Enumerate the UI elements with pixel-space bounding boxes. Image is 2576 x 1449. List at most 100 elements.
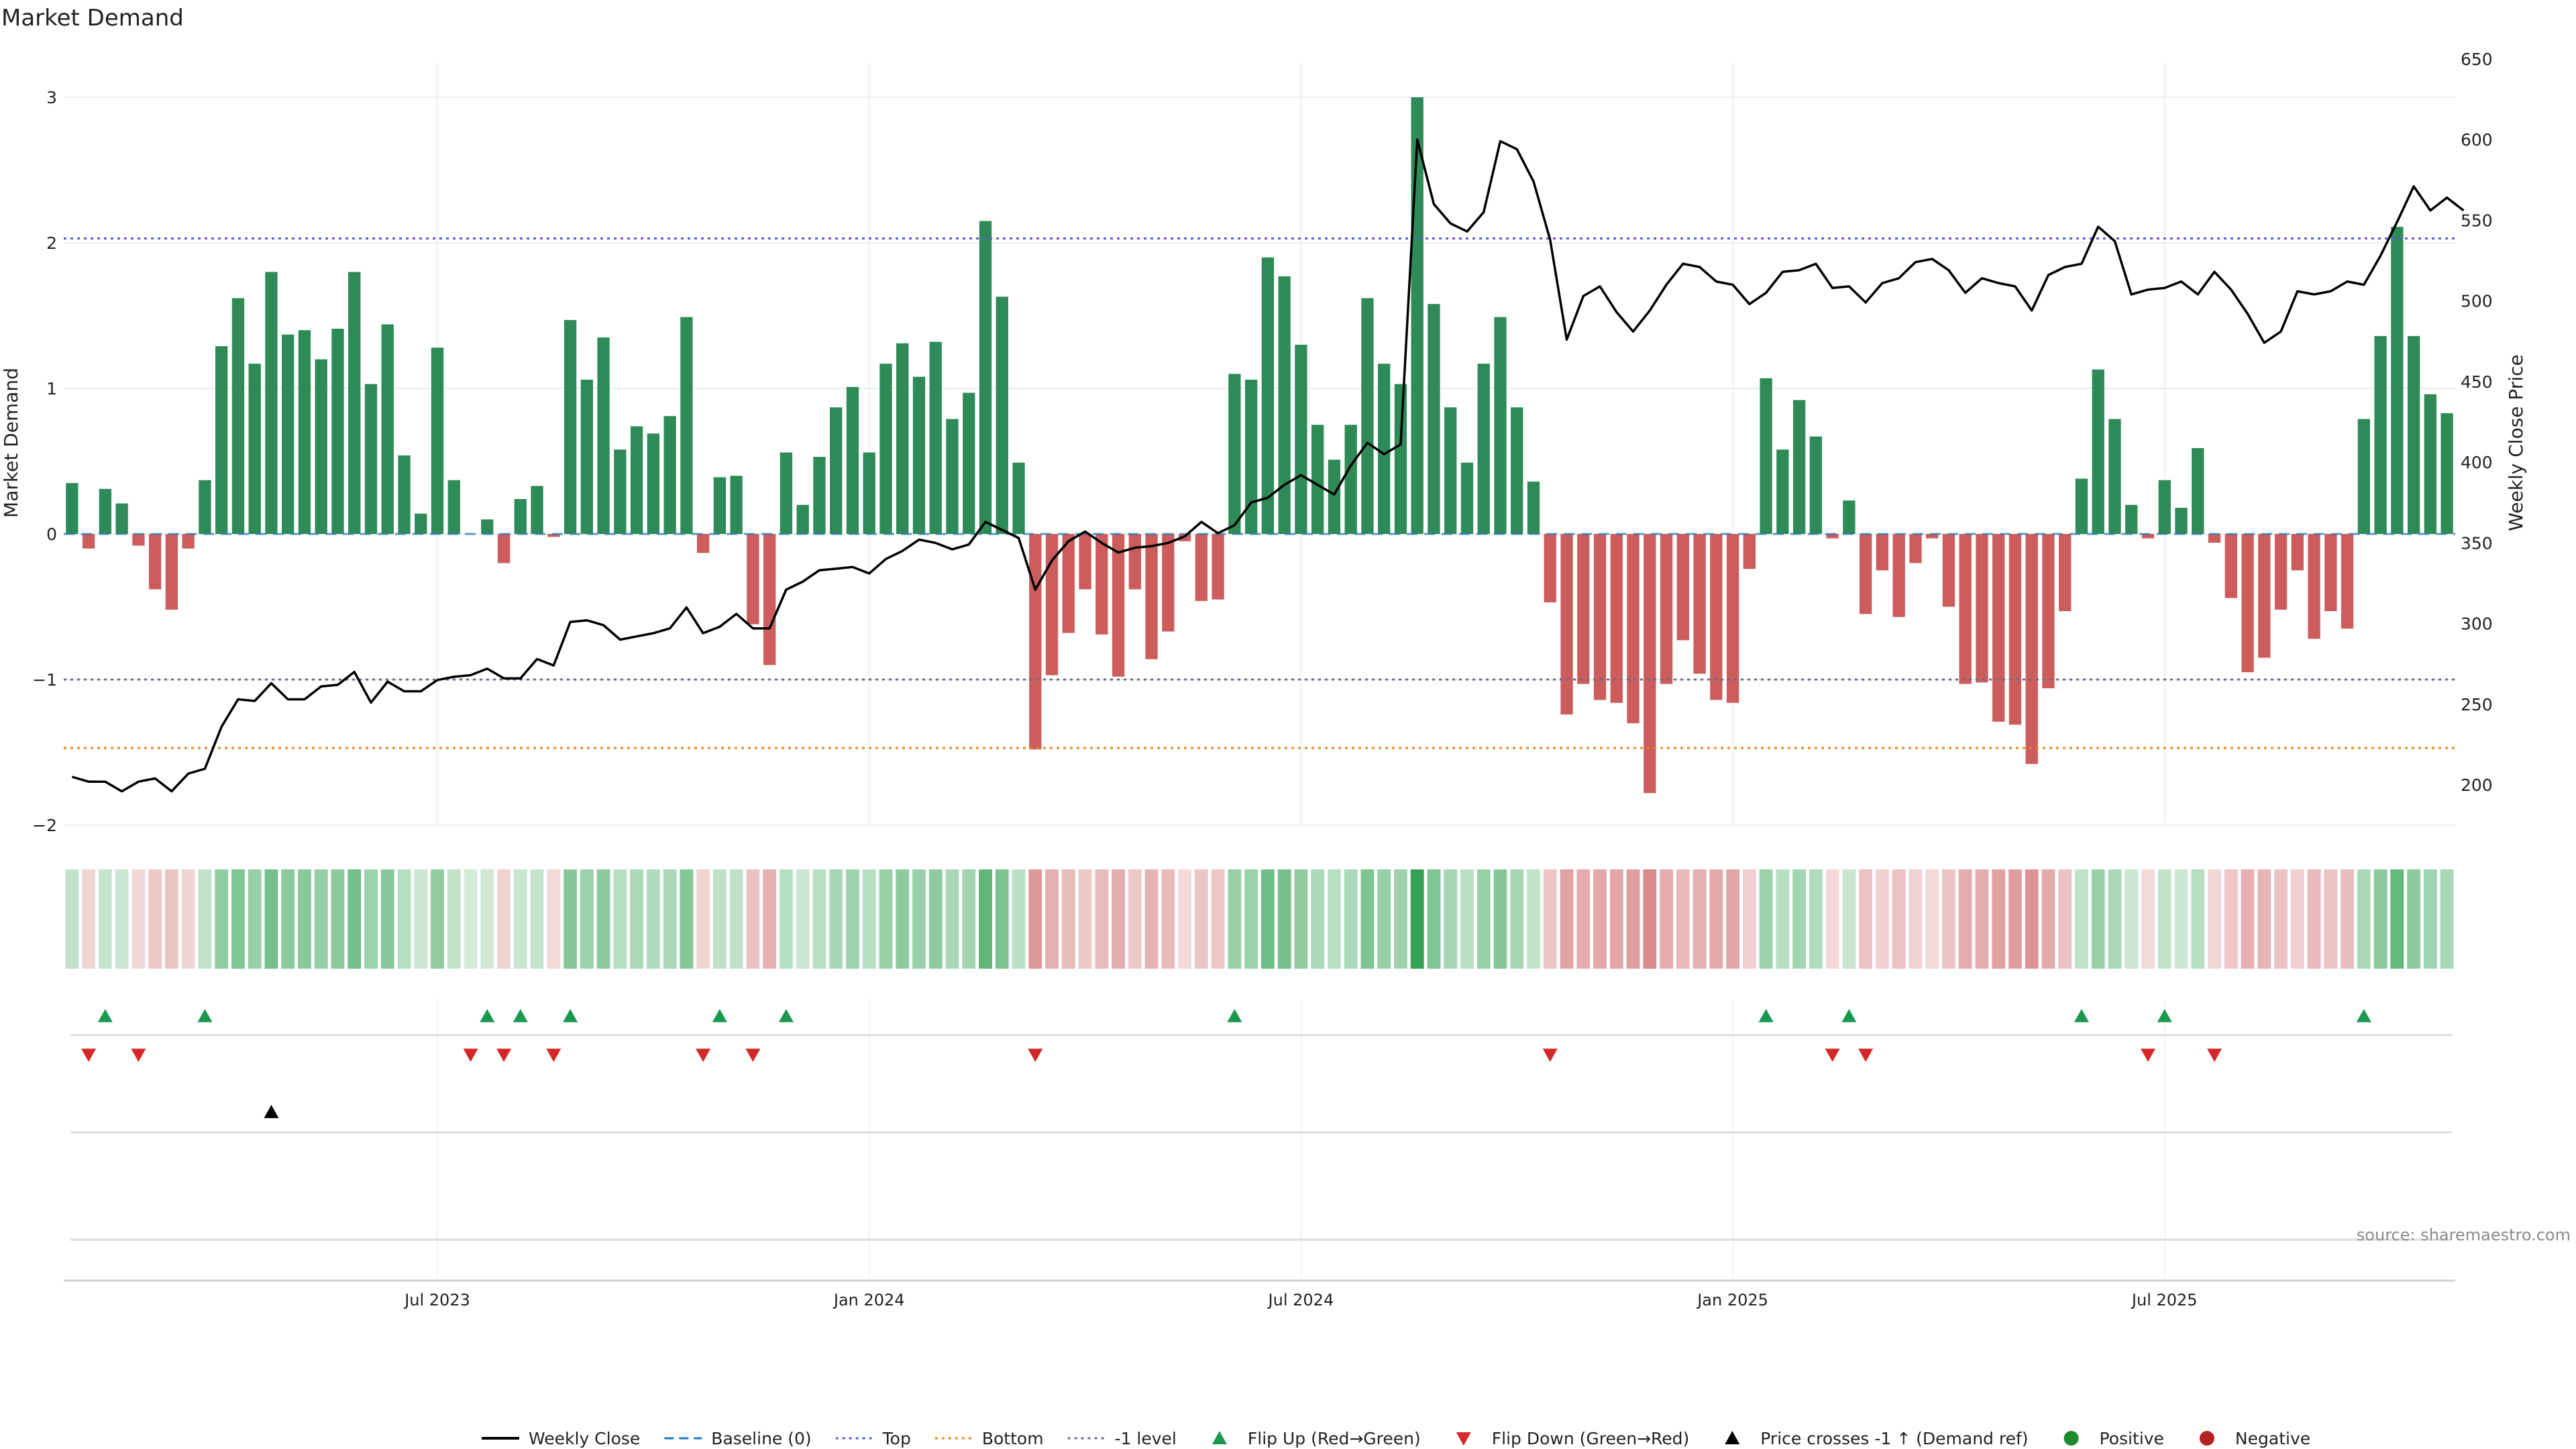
demand-bar: [1029, 534, 1042, 750]
demand-bar: [1511, 407, 1523, 534]
y-tick-label: 1: [46, 379, 57, 398]
heat-cell: [1660, 869, 1673, 969]
weekly-close-line: [71, 138, 2465, 793]
heat-cell: [1726, 869, 1739, 969]
heat-cell: [2324, 869, 2338, 969]
flip-up-marker: [563, 1009, 578, 1022]
demand-bar: [1959, 534, 1972, 684]
demand-bar: [912, 376, 926, 534]
heat-cell: [613, 869, 627, 969]
legend: Weekly Close Baseline (0) Top Bottom -1 leve…: [482, 1429, 2310, 1448]
heat-cell: [1360, 869, 1375, 969]
demand-bar: [2192, 447, 2204, 534]
heat-cell: [1128, 869, 1142, 969]
demand-bar: [1792, 400, 1806, 534]
heat-cell: [1975, 869, 1989, 969]
y2-tick-label: 350: [2461, 533, 2493, 553]
heat-cell: [198, 869, 212, 969]
flip-up-marker: [712, 1009, 727, 1022]
demand-bar: [713, 477, 727, 534]
heat-cell: [1958, 869, 1972, 969]
demand-bar: [1776, 449, 1789, 534]
heat-cell: [1112, 869, 1125, 969]
demand-bar: [248, 364, 261, 534]
heat-cell: [1609, 869, 1623, 969]
heat-cell: [215, 869, 229, 969]
heat-cell: [812, 869, 826, 969]
heat-cell: [431, 869, 444, 969]
heat-cell: [1244, 869, 1258, 969]
legend-item: Flip Down (Green→Red): [1456, 1429, 1689, 1448]
flip-up-marker: [513, 1009, 528, 1022]
heat-cell: [248, 869, 262, 969]
demand-bar: [1045, 534, 1059, 676]
axes: −2 −1 0 1 2 3 200 250 300 350 400 450 500 550 600 650 Ju…: [32, 50, 2493, 1309]
demand-bar: [2175, 507, 2188, 534]
heat-cell: [2125, 869, 2139, 969]
heat-cell: [580, 869, 594, 969]
demand-bar: [132, 534, 145, 546]
source-note: source: sharemaestro.com: [2357, 1226, 2571, 1244]
heat-cell: [596, 869, 610, 969]
weekly-close-series: [71, 138, 2465, 793]
demand-bar: [2092, 369, 2104, 534]
heat-cell: [2224, 869, 2238, 969]
demand-bar: [199, 480, 211, 534]
price-cross-marker: [264, 1105, 279, 1118]
heat-cell: [1776, 869, 1790, 969]
demand-bar: [996, 297, 1008, 534]
demand-bar: [2008, 534, 2022, 725]
heat-cell: [2274, 869, 2288, 969]
heat-cell: [2008, 869, 2022, 969]
demand-bar: [1411, 97, 1424, 534]
y2-tick-label: 200: [2461, 775, 2493, 795]
heat-cell: [1460, 869, 1474, 969]
demand-bar: [1095, 534, 1108, 635]
heat-cell: [1228, 869, 1242, 969]
legend-swatch-circle: [2199, 1431, 2214, 1446]
demand-bar: [381, 324, 394, 534]
heat-cell: [896, 869, 910, 969]
heat-cell: [2041, 869, 2055, 969]
heat-cell: [1693, 869, 1707, 969]
demand-bar: [1593, 534, 1607, 700]
demand-bar: [1378, 364, 1391, 534]
demand-bar: [1212, 534, 1224, 600]
heat-cell: [1328, 869, 1341, 969]
heat-cell: [1161, 869, 1175, 969]
heat-cell: [1709, 869, 1723, 969]
flip-down-marker: [1542, 1049, 1558, 1062]
legend-label: Weekly Close: [529, 1429, 640, 1448]
demand-bar: [1344, 425, 1357, 534]
heat-cell: [846, 869, 859, 969]
y-tick-label: −2: [32, 816, 57, 835]
x-tick-label: Jan 2025: [1696, 1291, 1768, 1309]
demand-bar: [1710, 534, 1723, 700]
heat-cell: [2191, 869, 2205, 969]
heat-cell: [2307, 869, 2321, 969]
demand-bar: [2391, 227, 2404, 534]
demand-bar: [1112, 534, 1125, 677]
heat-cell: [995, 869, 1009, 969]
demand-bar: [1162, 534, 1175, 632]
legend-item: Negative: [2199, 1429, 2310, 1448]
demand-bar: [2059, 534, 2072, 612]
demand-bar: [1444, 407, 1457, 534]
heat-cell: [2341, 869, 2354, 969]
y2-tick-label: 450: [2461, 372, 2493, 392]
event-markers: [81, 1009, 2371, 1118]
demand-bar: [1128, 534, 1141, 590]
y-axis-label: Market Demand: [0, 368, 22, 518]
legend-swatch-triangle-down: [1456, 1432, 1471, 1446]
demand-bar: [1145, 534, 1158, 659]
x-tick-label: Jul 2024: [1267, 1291, 1334, 1309]
legend-item: Top: [835, 1429, 911, 1448]
heat-cell: [962, 869, 976, 969]
legend-item: Positive: [2063, 1429, 2164, 1448]
heat-cell: [1260, 869, 1275, 969]
flip-up-marker: [1227, 1009, 1242, 1022]
demand-bar: [647, 433, 660, 534]
heat-cell: [1809, 869, 1823, 969]
demand-bar: [1261, 257, 1275, 534]
legend-swatch-circle: [2063, 1431, 2079, 1446]
